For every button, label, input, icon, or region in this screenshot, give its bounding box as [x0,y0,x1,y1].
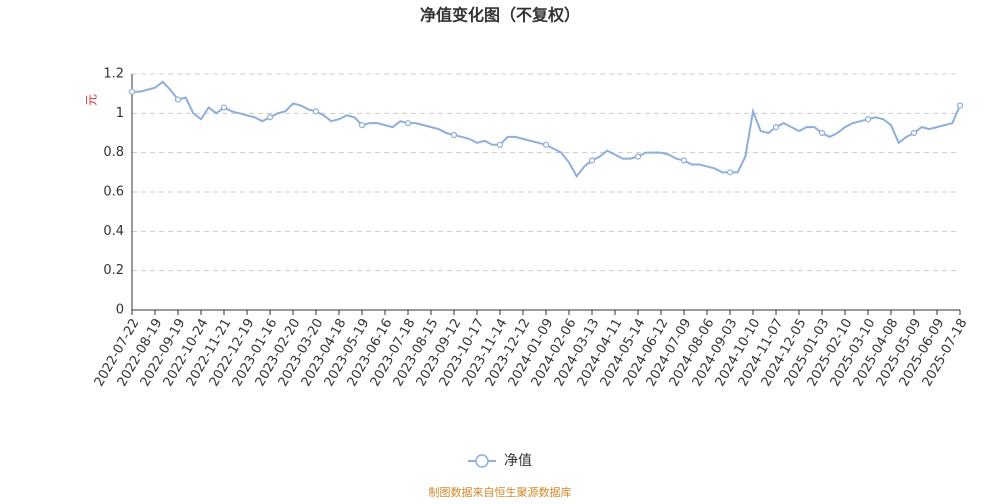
y-tick-label: 1 [116,106,124,121]
point-marker [128,88,136,95]
point-marker [266,114,274,121]
y-axis-label: 元 [85,94,99,106]
point-marker [726,169,734,176]
point-marker [358,122,366,129]
legend-marker [475,454,489,468]
source-note: 制图数据来自恒生聚源数据库 [429,485,572,499]
point-marker [910,129,918,137]
point-marker [772,123,780,131]
point-marker [496,141,504,148]
point-marker [818,129,826,137]
point-marker [542,141,550,148]
y-tick-label: 0 [116,303,124,318]
point-marker [588,157,596,164]
y-tick-label: 0.2 [103,263,124,278]
y-tick-label: 1.2 [103,67,124,82]
point-marker [404,120,412,127]
legend-label: 净值 [504,453,532,469]
point-marker [174,96,182,103]
point-marker [864,116,872,123]
chart-title: 净值变化图（不复权） [420,6,580,25]
point-marker [220,104,228,111]
point-marker [634,153,642,160]
series-line [132,80,961,179]
point-marker [956,102,964,109]
point-marker [450,131,458,139]
y-tick-label: 0.8 [103,145,124,160]
y-tick-label: 0.6 [103,185,124,200]
point-marker [680,157,688,164]
y-tick-label: 0.4 [103,224,124,239]
point-marker [312,108,320,115]
